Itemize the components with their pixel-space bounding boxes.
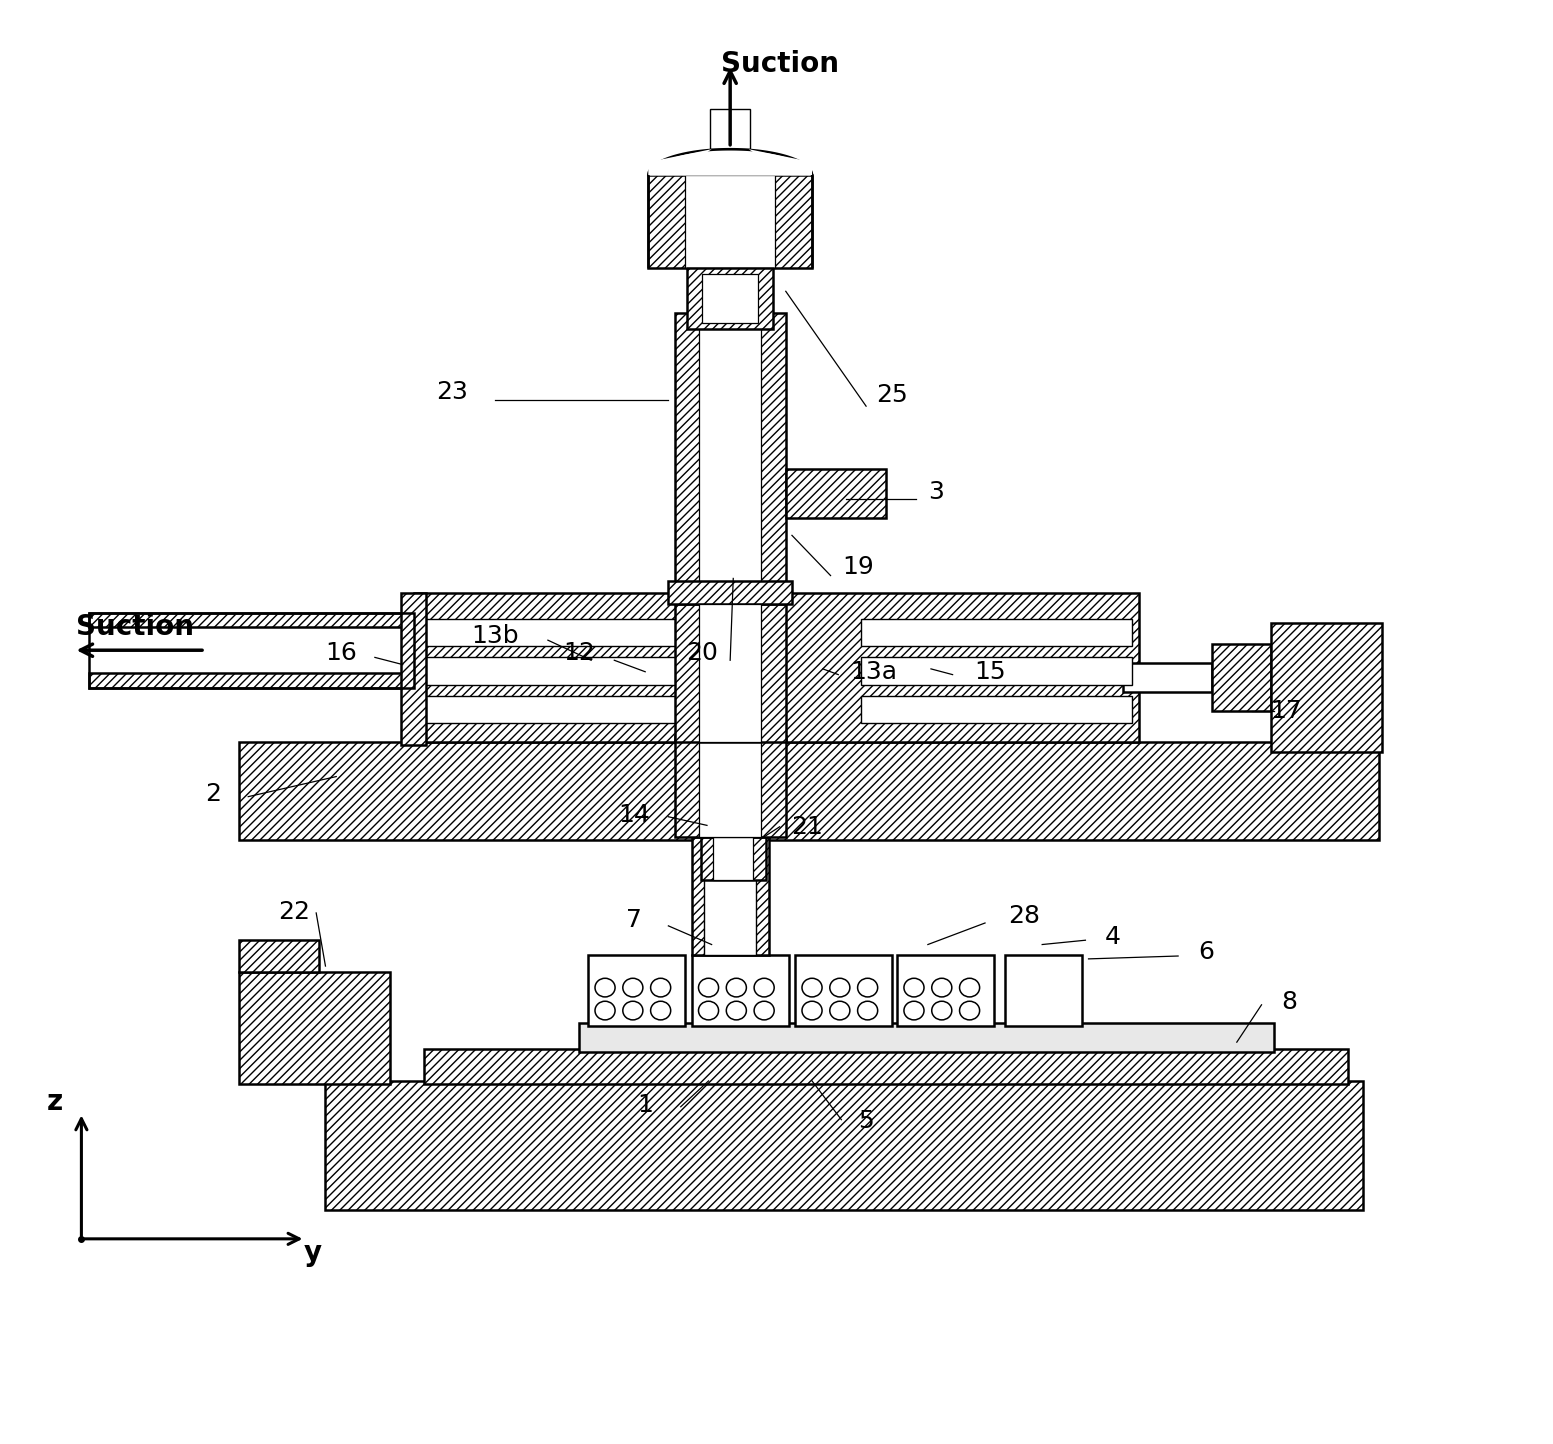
Bar <box>239 742 1379 840</box>
Bar <box>89 627 413 673</box>
Bar <box>862 696 1132 723</box>
Bar <box>421 618 761 645</box>
Bar <box>862 618 1132 645</box>
Bar <box>668 582 792 604</box>
Text: 17: 17 <box>1270 699 1301 722</box>
Text: 3: 3 <box>927 481 944 504</box>
Bar <box>1270 622 1382 752</box>
Text: 28: 28 <box>1008 904 1039 928</box>
Bar <box>704 838 756 954</box>
Bar <box>239 972 390 1084</box>
Bar <box>326 1082 1364 1210</box>
Bar <box>685 175 775 269</box>
Bar <box>691 954 789 1027</box>
Polygon shape <box>749 149 812 175</box>
Text: 19: 19 <box>842 554 874 579</box>
Bar <box>786 469 887 518</box>
Text: 5: 5 <box>859 1109 874 1134</box>
Text: Suction: Suction <box>76 614 194 641</box>
Text: 12: 12 <box>562 641 595 666</box>
Text: 14: 14 <box>618 803 651 827</box>
Text: 13a: 13a <box>851 660 898 684</box>
Text: 2: 2 <box>205 781 221 806</box>
Text: 13b: 13b <box>472 624 519 648</box>
Text: 15: 15 <box>974 660 1005 684</box>
Bar <box>699 313 761 593</box>
Bar <box>89 612 413 627</box>
Polygon shape <box>648 149 812 175</box>
Bar <box>239 940 320 972</box>
Bar <box>686 269 773 329</box>
Text: 1: 1 <box>637 1093 654 1118</box>
Text: 23: 23 <box>436 380 467 404</box>
Bar <box>424 1050 1348 1084</box>
Text: z: z <box>47 1089 64 1116</box>
Bar <box>676 697 753 722</box>
Bar <box>1211 644 1270 710</box>
Bar <box>648 175 812 269</box>
Text: 16: 16 <box>325 641 357 666</box>
Bar <box>89 612 413 687</box>
Text: 25: 25 <box>876 383 909 407</box>
Bar <box>691 838 769 954</box>
Bar <box>710 108 750 149</box>
Text: 20: 20 <box>686 641 719 666</box>
Text: Suction: Suction <box>721 51 839 78</box>
Text: 7: 7 <box>626 908 643 933</box>
Text: y: y <box>304 1239 321 1268</box>
Text: 4: 4 <box>1106 926 1121 949</box>
Bar <box>674 736 786 838</box>
Bar <box>413 593 1140 742</box>
Bar <box>676 619 753 644</box>
Bar <box>699 736 761 838</box>
Bar <box>862 657 1132 684</box>
Bar <box>674 313 786 593</box>
Bar <box>421 696 761 723</box>
Bar <box>1123 663 1211 692</box>
Text: 21: 21 <box>792 814 823 839</box>
Bar <box>1005 954 1082 1027</box>
Bar <box>89 673 413 687</box>
Bar <box>421 657 761 684</box>
Bar <box>579 1024 1273 1053</box>
Bar <box>898 954 994 1027</box>
Polygon shape <box>648 149 711 175</box>
Bar <box>699 604 761 742</box>
Text: 22: 22 <box>278 900 311 924</box>
Bar <box>676 658 753 683</box>
Bar <box>702 274 758 323</box>
Bar <box>674 604 786 742</box>
Text: 8: 8 <box>1281 991 1297 1014</box>
Bar <box>401 593 426 745</box>
Bar <box>795 954 893 1027</box>
Bar <box>589 954 685 1027</box>
Text: 6: 6 <box>1197 940 1214 963</box>
Bar <box>700 838 766 879</box>
Bar <box>713 838 753 879</box>
